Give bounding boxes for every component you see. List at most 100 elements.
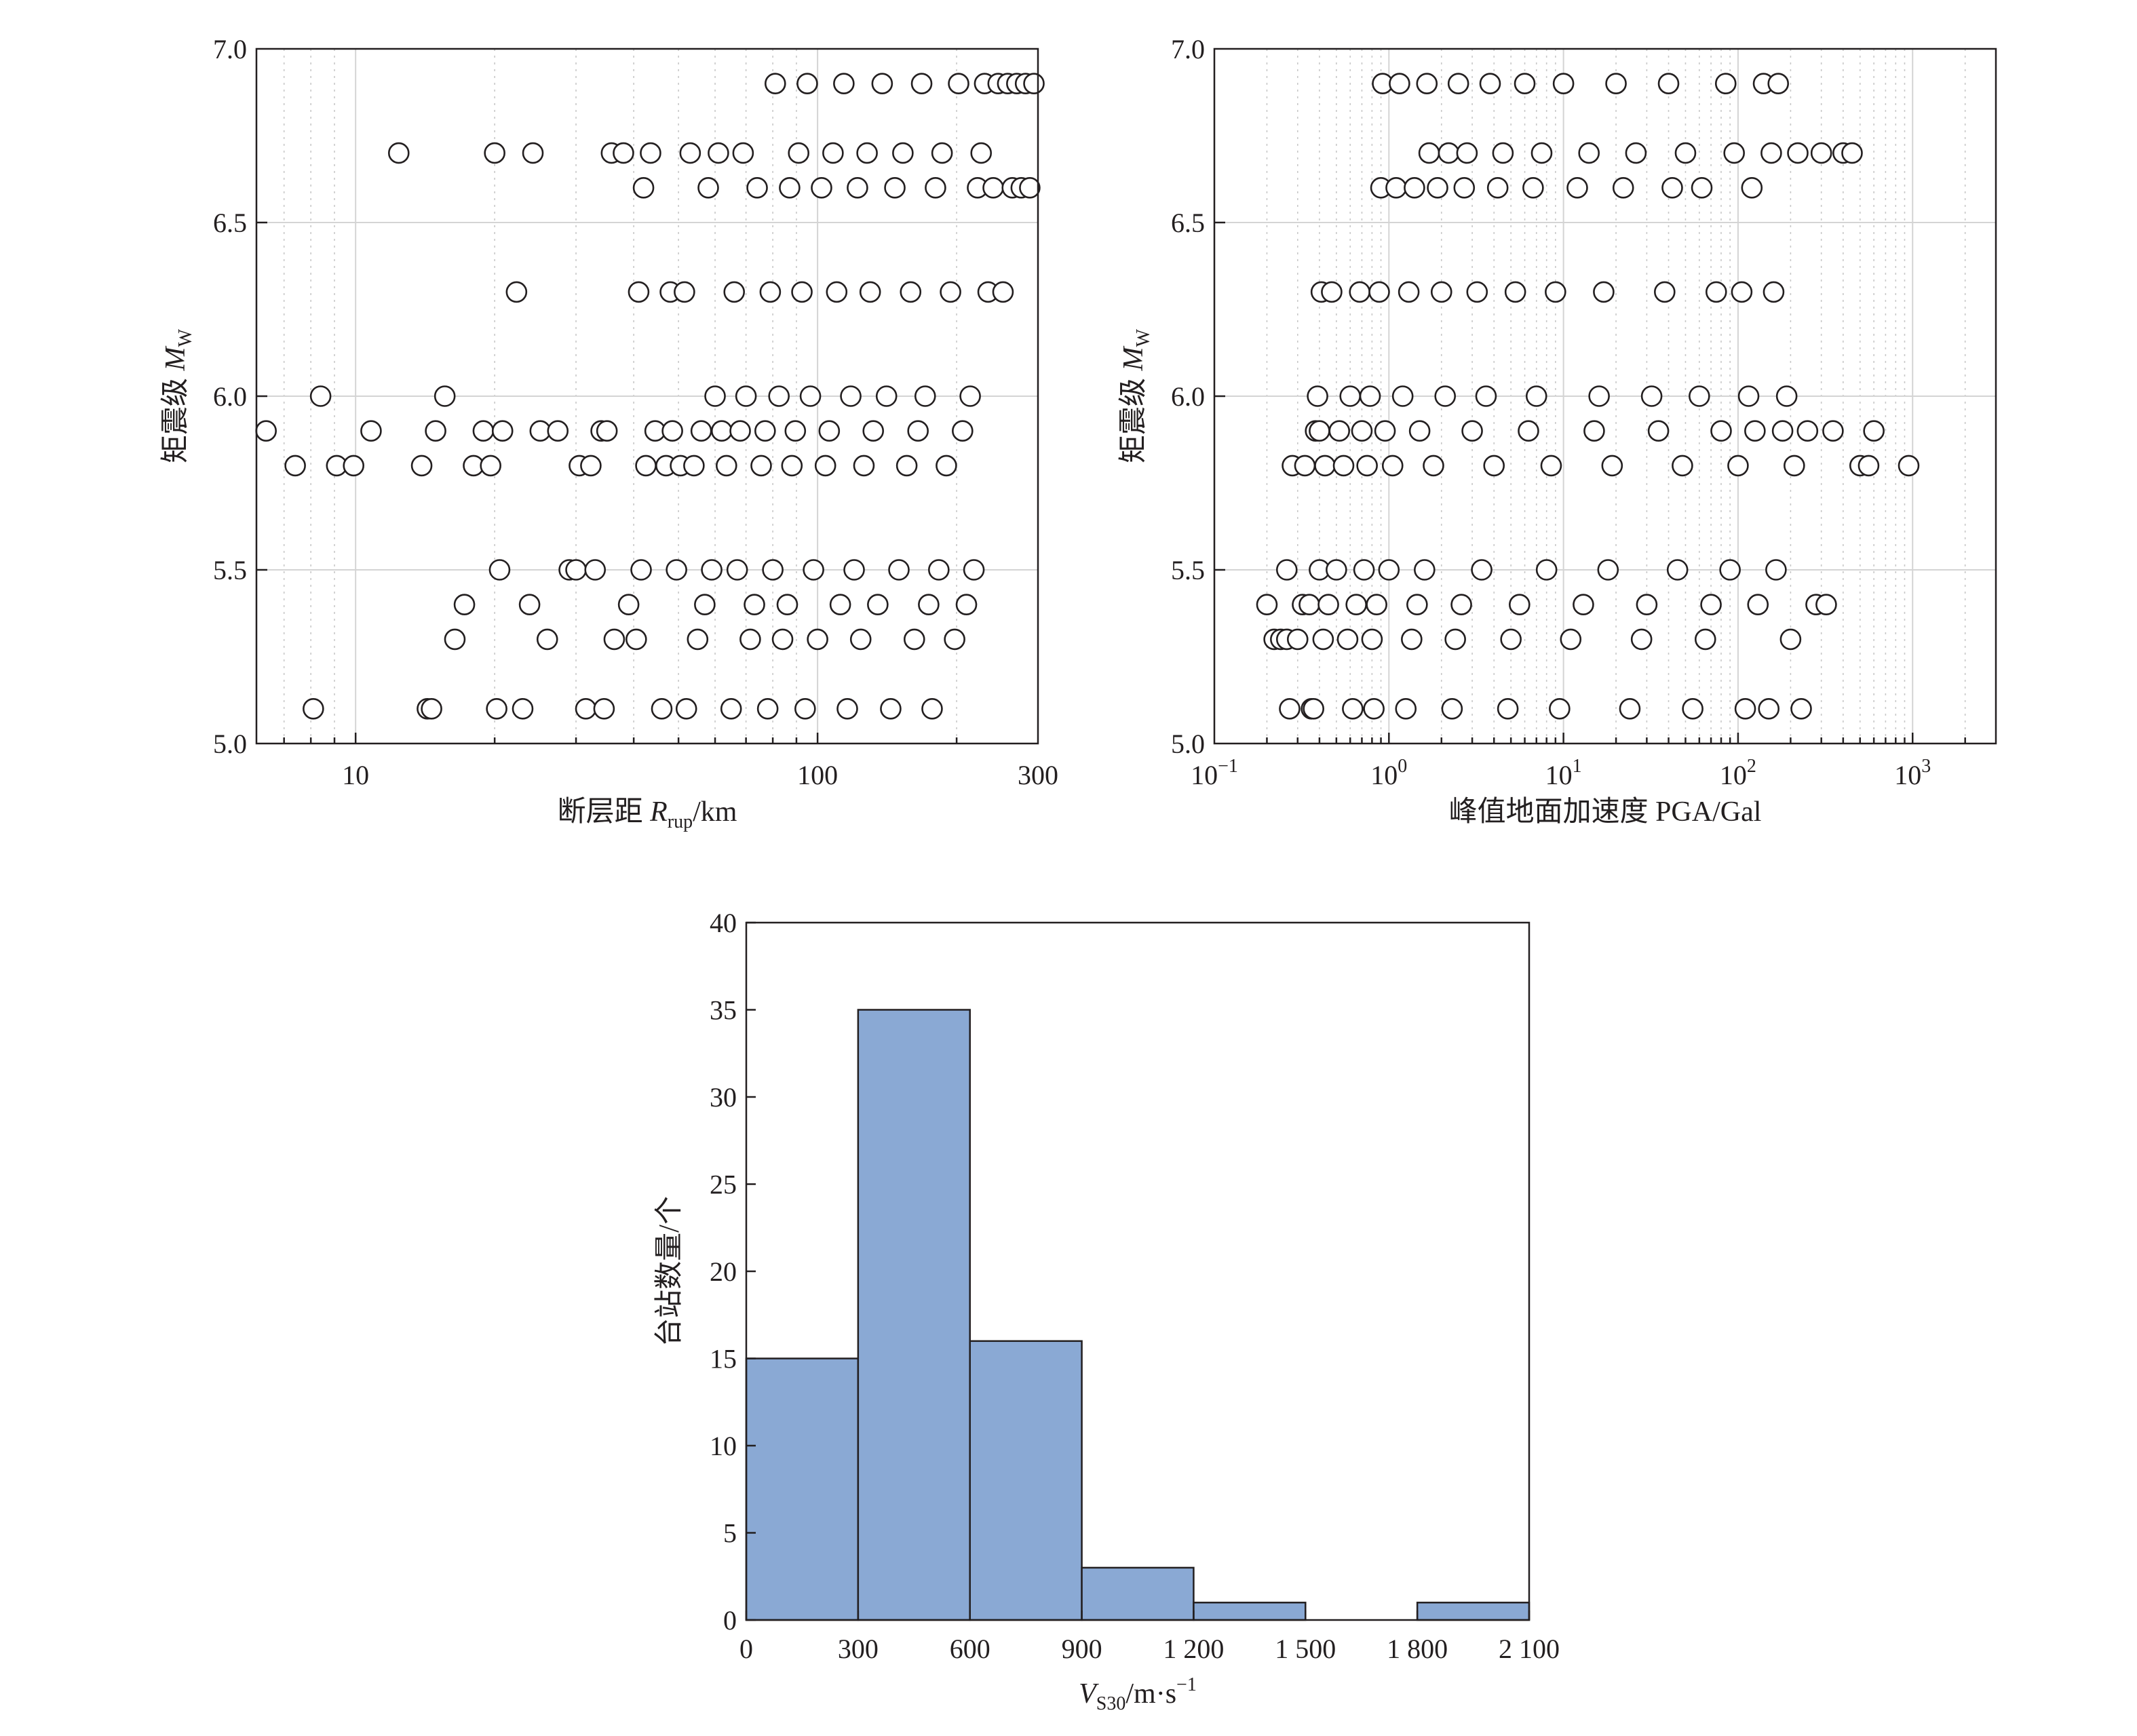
data-point (1438, 142, 1460, 164)
y-tick-label: 6.0 (213, 381, 247, 412)
data-point (1366, 594, 1387, 616)
data-point (940, 281, 961, 303)
histogram-bar (857, 1009, 971, 1621)
data-point (931, 142, 953, 164)
data-point (1398, 281, 1420, 303)
x-axis-title: VS30/m·s−1 (1079, 1674, 1197, 1714)
data-point (959, 385, 981, 407)
data-point (1518, 420, 1539, 442)
y-tick-label: 5.0 (213, 729, 247, 759)
y-tick-label: 30 (710, 1082, 737, 1113)
data-point (1787, 142, 1809, 164)
y-tick-label: 0 (723, 1605, 737, 1636)
data-point (1593, 281, 1615, 303)
x-tick-label: 1 500 (1275, 1634, 1336, 1664)
data-point (1841, 142, 1863, 164)
data-point (1447, 73, 1469, 94)
data-point (716, 455, 737, 477)
data-point (1760, 142, 1782, 164)
data-point (1758, 698, 1780, 720)
data-point (1522, 176, 1544, 199)
data-point (1359, 385, 1381, 407)
y-tick-label: 15 (710, 1344, 737, 1374)
data-point (1767, 73, 1790, 94)
data-point (1710, 420, 1732, 442)
data-point (1453, 176, 1476, 199)
data-point (746, 176, 768, 199)
histogram-bar (745, 1357, 860, 1621)
data-point (1351, 420, 1373, 442)
data-point (888, 559, 910, 581)
data-point (1560, 628, 1582, 651)
data-point (1672, 455, 1693, 477)
data-point (343, 455, 365, 477)
data-point (547, 420, 569, 442)
data-point (1427, 176, 1448, 199)
data-point (871, 73, 893, 94)
data-point (918, 594, 940, 616)
data-point (1444, 628, 1466, 651)
data-point (593, 698, 615, 720)
data-point (1336, 628, 1359, 651)
data-point (829, 594, 851, 616)
data-point (1303, 698, 1325, 720)
data-point (925, 176, 946, 199)
data-point (1605, 73, 1627, 94)
x-tick-labels: 10−1 100 101 102 103 (1191, 756, 1931, 790)
data-point (992, 281, 1014, 303)
data-point (1309, 420, 1330, 442)
x-tick-label: 10−1 (1191, 756, 1238, 790)
data-point (952, 420, 974, 442)
data-point (1734, 698, 1756, 720)
data-point (666, 559, 687, 581)
data-point (1566, 176, 1588, 199)
data-point (488, 559, 511, 581)
data-point (1471, 559, 1493, 581)
data-point (1694, 628, 1716, 651)
data-point (1657, 73, 1680, 94)
data-point (505, 281, 528, 303)
data-point (896, 455, 918, 477)
tick-marks (256, 221, 958, 744)
data-point (811, 176, 832, 199)
data-point (756, 698, 779, 720)
data-point (1771, 420, 1794, 442)
data-point (679, 142, 701, 164)
tick-marks (1214, 221, 1966, 744)
data-point (843, 559, 865, 581)
data-point (1625, 142, 1647, 164)
data-point (849, 628, 872, 651)
grid-lines (256, 49, 1038, 744)
data-point (444, 628, 466, 651)
data-point (1389, 73, 1410, 94)
y-tick-label: 40 (710, 908, 737, 938)
data-point (1619, 698, 1641, 720)
data-point (1339, 385, 1362, 407)
data-point (859, 281, 881, 303)
data-point (853, 455, 875, 477)
data-point (910, 73, 933, 94)
data-point (1578, 142, 1600, 164)
data-point (697, 176, 719, 199)
y-axis-title: 台站数量/个 (654, 1196, 685, 1347)
data-point (1326, 559, 1347, 581)
data-point (744, 594, 765, 616)
data-point (784, 420, 807, 442)
histogram-bars (745, 1009, 1530, 1621)
data-point (1810, 142, 1832, 164)
data-point (1019, 176, 1041, 199)
x-tick-labels: 0 300 600 900 1 200 1 500 1 800 2 100 (739, 1634, 1560, 1664)
data-point (1737, 385, 1760, 407)
data-point (1328, 420, 1351, 442)
data-point (1391, 385, 1414, 407)
data-point (1775, 385, 1798, 407)
y-tick-label: 35 (710, 995, 737, 1026)
data-point (486, 698, 507, 720)
data-point (1374, 420, 1396, 442)
data-point (1279, 698, 1301, 720)
data-point (1612, 176, 1634, 199)
data-point (1314, 455, 1336, 477)
data-point (1023, 73, 1045, 94)
data-point (584, 559, 607, 581)
data-point (875, 385, 898, 407)
